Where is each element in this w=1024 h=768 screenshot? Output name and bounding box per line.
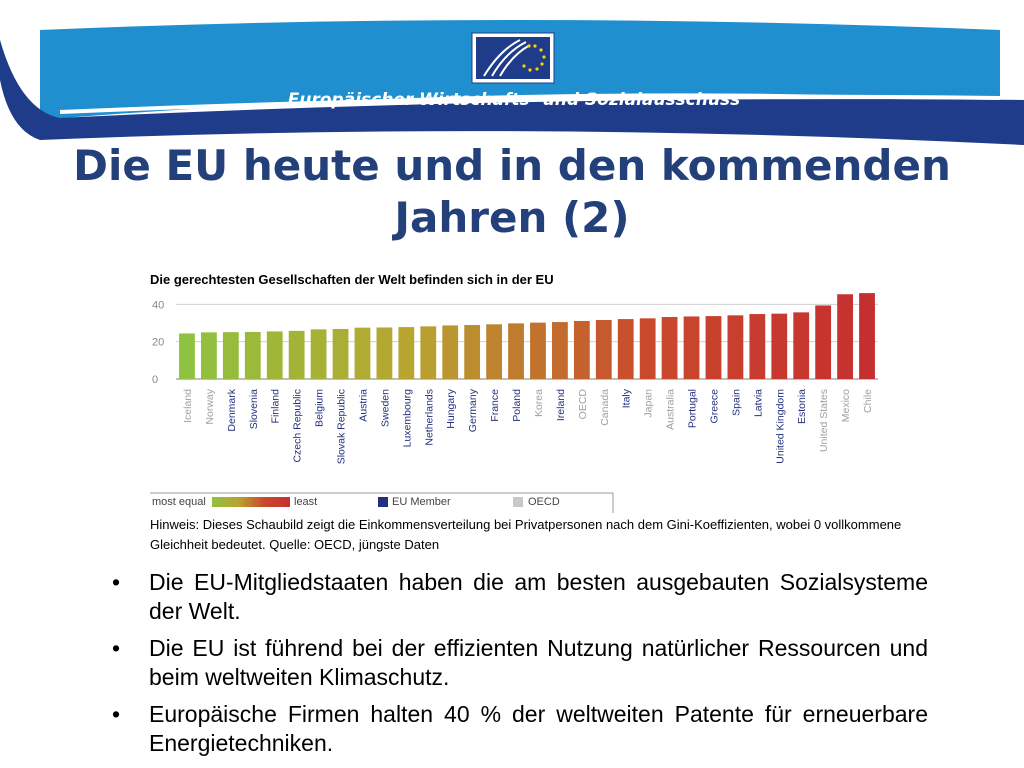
category-label: Hungary xyxy=(445,388,457,428)
bar xyxy=(244,331,261,379)
category-label: Chile xyxy=(862,389,874,413)
bar xyxy=(376,327,393,379)
category-label: Finland xyxy=(270,389,282,424)
category-label: OECD xyxy=(577,389,589,420)
bar xyxy=(266,331,283,379)
bullet-marker: • xyxy=(112,635,121,661)
category-label: Austria xyxy=(357,389,369,422)
bar xyxy=(508,323,524,379)
bar xyxy=(771,313,788,379)
legend-oecd-label: OECD xyxy=(528,496,560,508)
bar xyxy=(859,293,875,379)
chart-note: Hinweis: Dieses Schaubild zeigt die Eink… xyxy=(150,517,902,552)
bar xyxy=(464,325,481,379)
category-label: Mexico xyxy=(840,389,852,422)
bullet-item: • Die EU-Mitgliedstaaten haben die am bes… xyxy=(112,568,928,626)
bar xyxy=(727,315,744,379)
slide-title: Die EU heute und in den kommenden Jahren… xyxy=(40,140,984,244)
category-label: Italy xyxy=(621,388,633,408)
bar xyxy=(354,327,371,379)
category-label: Germany xyxy=(467,388,479,432)
bar xyxy=(486,324,502,379)
category-label: Greece xyxy=(708,389,720,424)
category-label: France xyxy=(489,389,501,422)
category-label: Luxembourg xyxy=(401,389,413,448)
category-label: Netherlands xyxy=(423,389,435,446)
bar xyxy=(837,294,853,379)
category-label: Spain xyxy=(730,389,742,416)
bar xyxy=(332,328,349,379)
bar xyxy=(179,333,195,379)
category-label: Portugal xyxy=(687,389,699,428)
bar xyxy=(442,325,459,379)
y-tick-label: 20 xyxy=(152,337,164,349)
bar xyxy=(573,320,590,379)
bar xyxy=(595,320,612,379)
category-label: Belgium xyxy=(314,389,326,427)
category-label: Australia xyxy=(665,389,677,430)
category-label: Poland xyxy=(511,389,523,422)
legend-eu-swatch xyxy=(378,497,388,507)
category-label: Latvia xyxy=(752,389,764,417)
category-label: Iceland xyxy=(182,389,194,423)
bar xyxy=(639,318,656,379)
legend-gradient-swatch xyxy=(212,497,290,507)
bullet-list: • Die EU-Mitgliedstaaten haben die am bes… xyxy=(112,568,928,766)
category-label: United States xyxy=(818,389,830,452)
bar xyxy=(201,332,217,379)
y-tick-label: 40 xyxy=(152,299,164,311)
bullet-text: Die EU ist führend bei der effizienten N… xyxy=(149,635,928,690)
category-label: Denmark xyxy=(226,388,238,431)
legend-eu-label: EU Member xyxy=(392,496,451,508)
category-label: Norway xyxy=(204,388,216,424)
bullet-marker: • xyxy=(112,569,121,595)
category-label: United Kingdom xyxy=(774,389,786,464)
bar xyxy=(815,305,832,379)
bar xyxy=(661,317,678,379)
bar xyxy=(398,327,415,379)
bullet-text: Europäische Firmen halten 40 % der weltw… xyxy=(149,701,928,756)
banner-highlight xyxy=(59,94,1001,114)
category-label: Czech Republic xyxy=(292,389,304,463)
chart-title: Die gerechtesten Gesellschaften der Welt… xyxy=(150,272,554,287)
banner-band xyxy=(0,40,1024,145)
bar xyxy=(222,332,239,379)
organization-name: Europäischer Wirtschafts- und Sozialauss… xyxy=(288,90,740,110)
slide-title-line2: Jahren (2) xyxy=(394,193,630,242)
legend-oecd-swatch xyxy=(513,497,523,507)
category-label: Estonia xyxy=(796,389,808,424)
category-label: Ireland xyxy=(555,389,567,421)
eesc-logo xyxy=(471,32,555,84)
bar xyxy=(617,319,634,379)
bar xyxy=(749,314,766,379)
slide-title-line1: Die EU heute und in den kommenden xyxy=(73,141,951,190)
bar xyxy=(310,329,327,379)
header-banner: Europäischer Wirtschafts- und Sozialauss… xyxy=(0,20,1024,145)
bar xyxy=(552,322,568,379)
bullet-item: • Europäische Firmen halten 40 % der welt… xyxy=(112,700,928,758)
category-label: Slovak Republic xyxy=(336,389,348,464)
gini-bar-chart: Die gerechtesten Gesellschaften der Welt… xyxy=(150,272,878,513)
legend-scale-start: most equal xyxy=(152,496,206,508)
category-label: Canada xyxy=(599,389,611,426)
bar xyxy=(683,316,700,379)
bullet-marker: • xyxy=(112,701,121,727)
bullet-text: Die EU-Mitgliedstaaten haben die am best… xyxy=(149,569,928,624)
legend-scale-end: least xyxy=(294,496,317,508)
bar xyxy=(420,326,437,379)
bar xyxy=(793,312,810,379)
category-label: Slovenia xyxy=(248,389,260,429)
bar xyxy=(530,322,546,379)
bullet-item: • Die EU ist führend bei der effizienten … xyxy=(112,634,928,692)
category-label: Sweden xyxy=(379,389,391,427)
bar xyxy=(288,330,305,379)
y-tick-label: 0 xyxy=(152,374,158,386)
bar xyxy=(705,316,722,379)
category-label: Korea xyxy=(533,389,545,417)
category-label: Japan xyxy=(643,389,655,418)
